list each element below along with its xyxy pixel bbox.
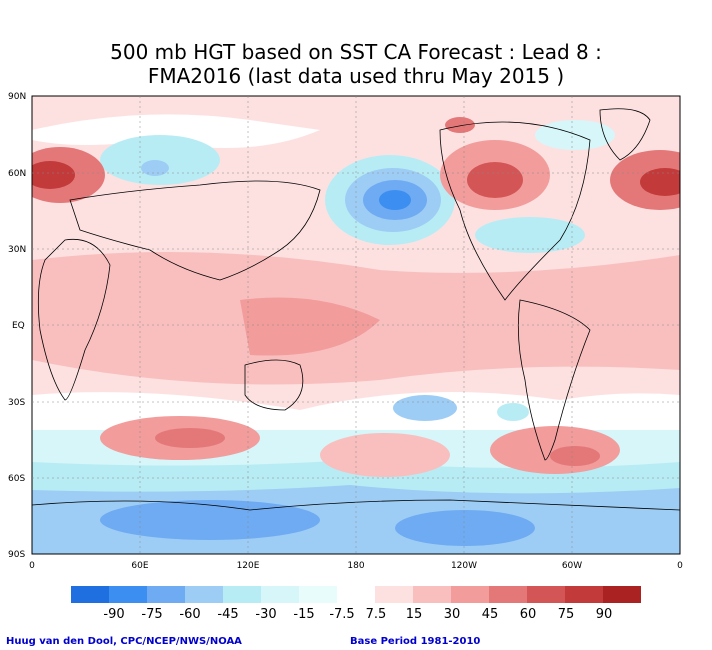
colorbar-swatch [565, 586, 603, 603]
colorbar-label: 90 [596, 607, 613, 622]
colorbar-swatch [527, 586, 565, 603]
colorbar-label: -90 [103, 607, 124, 622]
colorbar: -90 -75 -60 -45 -30 -15 -7.5 7.5 15 30 4… [71, 586, 641, 622]
lat-label: 90N [8, 92, 26, 102]
graticule [32, 96, 680, 554]
lon-label: 60W [562, 561, 582, 571]
map-title-line-2: FMA2016 (last data used thru May 2015 ) [147, 64, 565, 88]
colorbar-swatch [375, 586, 413, 603]
lon-label: 0 [677, 561, 683, 571]
colorbar-swatch [147, 586, 185, 603]
colorbar-label: -7.5 [329, 607, 354, 622]
lon-label: 120W [451, 561, 477, 571]
lat-label: 60N [8, 169, 26, 179]
longitude-labels: 0 60E 120E 180 120W 60W 0 [29, 561, 683, 571]
colorbar-swatch [299, 586, 337, 603]
colorbar-label: 30 [444, 607, 461, 622]
colorbar-swatch [451, 586, 489, 603]
map-title-line-1: 500 mb HGT based on SST CA Forecast : Le… [110, 40, 602, 64]
colorbar-label: -60 [179, 607, 200, 622]
colorbar-swatch [71, 586, 109, 603]
lat-label: 90S [8, 550, 25, 560]
colorbar-swatch [185, 586, 223, 603]
lon-label: 120E [237, 561, 260, 571]
colorbar-swatch [413, 586, 451, 603]
lat-label: 30N [8, 245, 26, 255]
colorbar-label: 45 [482, 607, 499, 622]
colorbar-label: 7.5 [366, 607, 387, 622]
latitude-labels: 90N 60N 30N EQ 30S 60S 90S [8, 92, 26, 560]
colorbar-label: 75 [558, 607, 575, 622]
lat-label: 60S [8, 474, 25, 484]
credit-base-period: Base Period 1981-2010 [350, 636, 481, 647]
lon-label: 180 [347, 561, 364, 571]
colorbar-swatch [489, 586, 527, 603]
colorbar-label: -15 [293, 607, 314, 622]
colorbar-swatch [223, 586, 261, 603]
colorbar-swatch [337, 586, 375, 603]
colorbar-label: 60 [520, 607, 537, 622]
colorbar-swatch [603, 586, 641, 603]
colorbar-label: 15 [406, 607, 423, 622]
colorbar-label: -45 [217, 607, 238, 622]
colorbar-swatch [261, 586, 299, 603]
lon-label: 0 [29, 561, 35, 571]
lat-label: 30S [8, 398, 25, 408]
credit-author: Huug van den Dool, CPC/NCEP/NWS/NOAA [6, 636, 242, 647]
colorbar-label: -75 [141, 607, 162, 622]
lat-label: EQ [12, 321, 25, 331]
lon-label: 60E [131, 561, 148, 571]
colorbar-swatch [109, 586, 147, 603]
colorbar-label: -30 [255, 607, 276, 622]
